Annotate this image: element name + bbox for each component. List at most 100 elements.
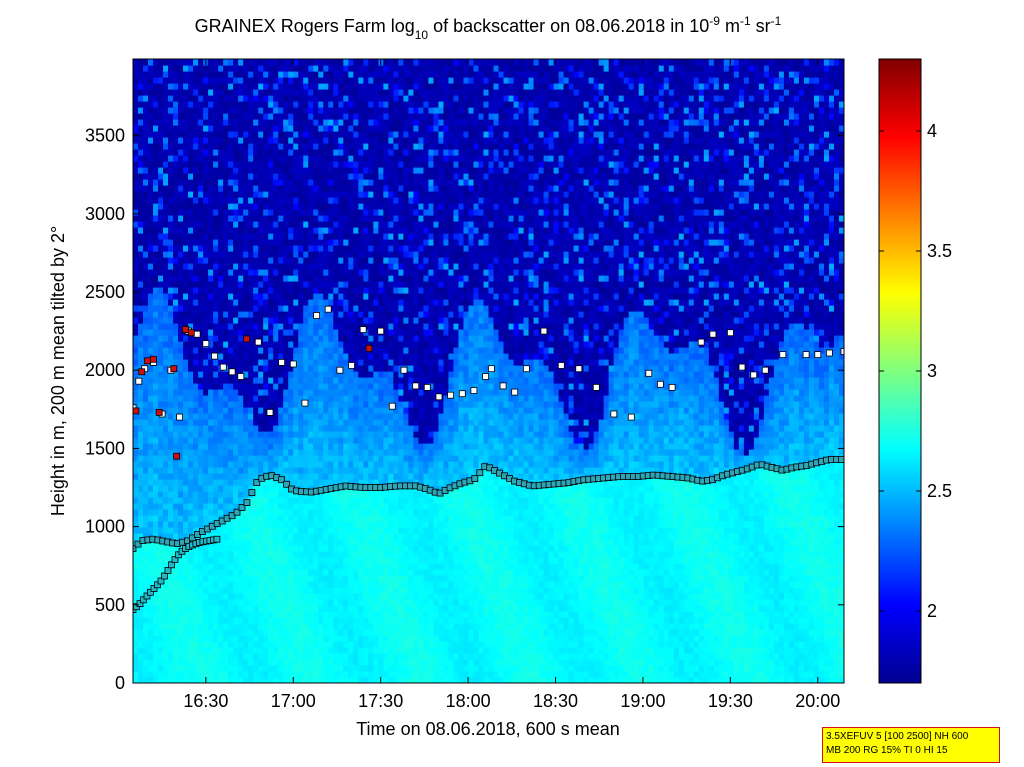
- heatmap-cell: [158, 101, 164, 108]
- heatmap-cell: [263, 425, 269, 432]
- heatmap-cell: [268, 563, 274, 570]
- heatmap-cell: [178, 239, 184, 246]
- heatmap-cell: [178, 227, 184, 234]
- heatmap-cell: [208, 323, 214, 330]
- heatmap-cell: [358, 209, 364, 216]
- heatmap-cell: [228, 251, 234, 258]
- heatmap-cell: [208, 71, 214, 78]
- heatmap-cell: [283, 485, 289, 492]
- heatmap-cell: [153, 203, 159, 210]
- heatmap-cell: [213, 623, 219, 630]
- heatmap-cell: [208, 389, 214, 396]
- heatmap-cell: [278, 455, 284, 462]
- heatmap-cell: [183, 659, 189, 666]
- heatmap-cell: [188, 605, 194, 612]
- heatmap-cell: [243, 599, 249, 606]
- heatmap-cell: [368, 497, 374, 504]
- heatmap-cell: [363, 209, 369, 216]
- heatmap-cell: [238, 401, 244, 408]
- heatmap-cell: [213, 239, 219, 246]
- heatmap-cell: [148, 371, 154, 378]
- heatmap-cell: [228, 293, 234, 300]
- heatmap-cell: [358, 59, 364, 66]
- heatmap-cell: [353, 83, 359, 90]
- heatmap-cell: [143, 329, 149, 336]
- heatmap-cell: [198, 569, 204, 576]
- heatmap-cell: [323, 227, 329, 234]
- heatmap-cell: [348, 221, 354, 228]
- heatmap-cell: [338, 143, 344, 150]
- heatmap-cell: [248, 239, 254, 246]
- heatmap-cell: [273, 635, 279, 642]
- heatmap-cell: [253, 83, 259, 90]
- heatmap-cell: [353, 215, 359, 222]
- heatmap-cell: [138, 629, 144, 636]
- heatmap-cell: [223, 605, 229, 612]
- heatmap-cell: [138, 545, 144, 552]
- heatmap-cell: [218, 245, 224, 252]
- heatmap-cell: [313, 677, 319, 683]
- heatmap-cell: [158, 299, 164, 306]
- heatmap-cell: [363, 377, 369, 384]
- heatmap-cell: [203, 359, 209, 366]
- heatmap-cell: [323, 611, 329, 618]
- heatmap-cell: [143, 557, 149, 564]
- heatmap-cell: [308, 263, 314, 270]
- heatmap-cell: [188, 383, 194, 390]
- heatmap-cell: [213, 629, 219, 636]
- heatmap-cell: [323, 641, 329, 648]
- heatmap-cell: [333, 155, 339, 162]
- heatmap-cell: [243, 431, 249, 438]
- heatmap-cell: [253, 155, 259, 162]
- heatmap-cell: [168, 449, 174, 456]
- heatmap-cell: [288, 101, 294, 108]
- heatmap-cell: [228, 191, 234, 198]
- heatmap-cell: [188, 227, 194, 234]
- heatmap-cell: [208, 467, 214, 474]
- heatmap-cell: [368, 419, 374, 426]
- heatmap-cell: [313, 71, 319, 78]
- heatmap-cell: [288, 329, 294, 336]
- heatmap-cell: [178, 443, 184, 450]
- heatmap-cell: [358, 95, 364, 102]
- heatmap-cell: [133, 533, 139, 540]
- heatmap-cell: [188, 365, 194, 372]
- heatmap-cell: [203, 281, 209, 288]
- heatmap-cell: [203, 245, 209, 252]
- heatmap-cell: [238, 599, 244, 606]
- heatmap-cell: [183, 575, 189, 582]
- heatmap-cell: [253, 503, 259, 510]
- heatmap-cell: [138, 563, 144, 570]
- heatmap-cell: [288, 449, 294, 456]
- heatmap-cell: [168, 95, 174, 102]
- heatmap-cell: [148, 365, 154, 372]
- heatmap-cell: [183, 551, 189, 558]
- heatmap-cell: [338, 167, 344, 174]
- heatmap-cell: [328, 401, 334, 408]
- heatmap-cell: [183, 161, 189, 168]
- heatmap-cell: [278, 491, 284, 498]
- heatmap-cell: [243, 125, 249, 132]
- heatmap-cell: [168, 311, 174, 318]
- heatmap-cell: [368, 665, 374, 672]
- heatmap-cell: [253, 545, 259, 552]
- heatmap-cell: [158, 659, 164, 666]
- heatmap-cell: [228, 425, 234, 432]
- heatmap-cell: [248, 389, 254, 396]
- heatmap-cell: [273, 407, 279, 414]
- heatmap-cell: [138, 275, 144, 282]
- heatmap-cell: [368, 377, 374, 384]
- heatmap-cell: [353, 563, 359, 570]
- heatmap-cell: [358, 389, 364, 396]
- heatmap-cell: [303, 59, 309, 66]
- heatmap-cell: [158, 677, 164, 683]
- heatmap-cell: [273, 251, 279, 258]
- heatmap-cell: [343, 443, 349, 450]
- heatmap-cell: [218, 455, 224, 462]
- heatmap-cell: [328, 227, 334, 234]
- heatmap-cell: [338, 257, 344, 264]
- heatmap-cell: [148, 527, 154, 534]
- heatmap-cell: [353, 545, 359, 552]
- heatmap-cell: [223, 215, 229, 222]
- heatmap-cell: [338, 563, 344, 570]
